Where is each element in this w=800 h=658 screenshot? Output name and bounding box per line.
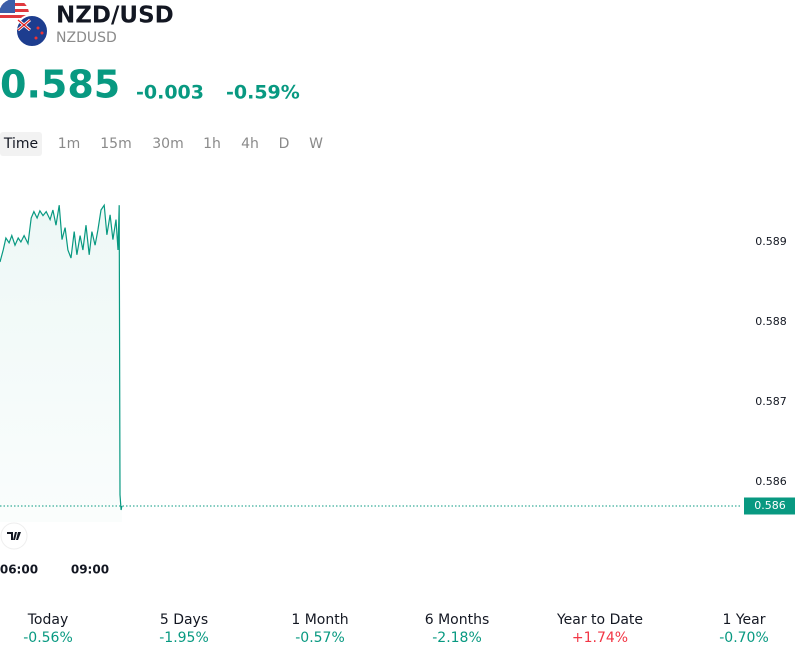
period-change: -2.18% — [432, 630, 482, 646]
y-tick-label: 0.588 — [755, 315, 787, 328]
x-tick-label: 09:00 — [71, 563, 109, 577]
x-tick-label: 06:00 — [0, 563, 38, 577]
period-change: +1.74% — [572, 630, 628, 646]
timeframe-tab[interactable]: 15m — [100, 136, 131, 152]
price: 0.585 — [0, 63, 120, 107]
period-label: 5 Days — [160, 612, 208, 628]
timeframe-tab[interactable]: 1h — [203, 136, 221, 152]
symbol: NZDUSD — [56, 30, 117, 46]
timeframe-tab[interactable]: D — [279, 136, 290, 152]
period-label: 1 Month — [291, 612, 348, 628]
change-percent: -0.59% — [226, 82, 300, 104]
last-price-badge — [744, 497, 795, 515]
period-change: -0.57% — [295, 630, 345, 646]
period-label: 1 Year — [723, 612, 766, 628]
tab-selected-bg — [0, 132, 42, 156]
period-change: -0.70% — [719, 630, 769, 646]
period-label: 6 Months — [425, 612, 490, 628]
period-label: Today — [27, 612, 69, 628]
title: NZD/USD — [56, 3, 174, 29]
period-change: -1.95% — [159, 630, 209, 646]
area — [0, 205, 122, 522]
y-tick-label: 0.587 — [755, 395, 787, 408]
y-tick-label: 0.586 — [755, 475, 787, 488]
timeframe-tab[interactable]: 4h — [241, 136, 259, 152]
timeframe-tab[interactable]: Time — [3, 136, 38, 152]
timeframe-tab[interactable]: 30m — [152, 136, 183, 152]
tv-logo — [0, 522, 28, 550]
flag-icons — [0, 0, 49, 48]
last-price-label: 0.586 — [754, 499, 786, 512]
timeframe-tab[interactable]: W — [309, 136, 323, 152]
change: -0.003 — [136, 82, 204, 104]
period-change: -0.56% — [23, 630, 73, 646]
period-label: Year to Date — [556, 612, 643, 628]
y-tick-label: 0.589 — [755, 235, 787, 248]
price-line — [0, 203, 123, 511]
timeframe-tab[interactable]: 1m — [58, 136, 81, 152]
